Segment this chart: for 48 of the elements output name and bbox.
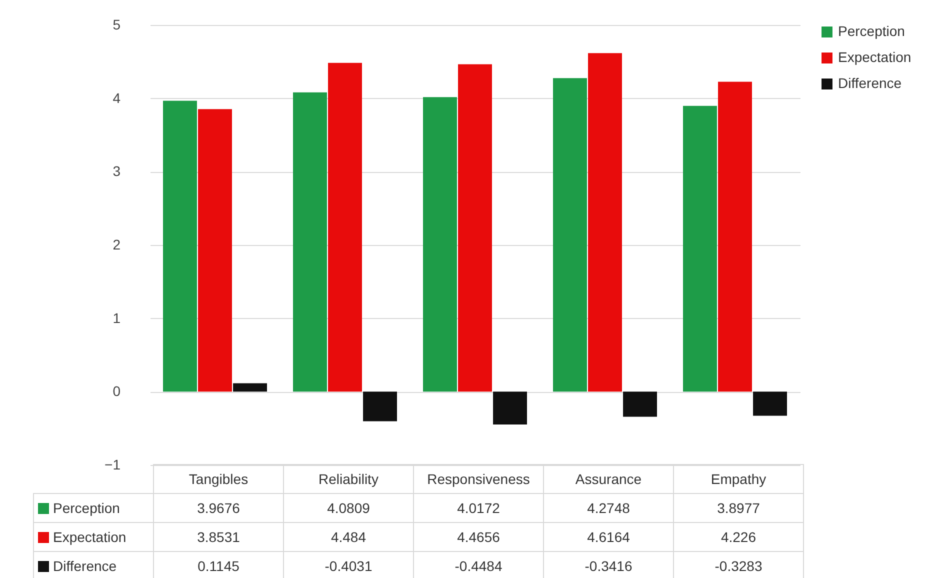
data-label: 3.9676 — [154, 494, 284, 522]
bar — [293, 92, 327, 392]
bar — [718, 82, 752, 392]
bar — [493, 392, 527, 425]
legend-label: Difference — [34, 552, 154, 578]
x-tick-label: Assurance — [544, 464, 674, 494]
bar — [363, 392, 397, 422]
data-label: 4.0172 — [414, 494, 544, 522]
x-tick-label: Responsiveness — [414, 464, 544, 494]
bar — [328, 62, 362, 392]
data-label: 3.8977 — [674, 494, 804, 522]
data-label: 4.6164 — [544, 522, 674, 552]
legend-label: Perception — [34, 494, 154, 522]
y-tick-label: 4 — [112, 90, 121, 106]
bar — [163, 100, 197, 392]
data-label: -0.3283 — [674, 552, 804, 578]
data-label: -0.4484 — [414, 552, 544, 578]
data-label: 3.8531 — [154, 522, 284, 552]
y-tick-label: 2 — [112, 236, 121, 252]
bar — [233, 383, 267, 392]
y-tick-label: −1 — [104, 456, 121, 472]
data-label: -0.3416 — [544, 552, 674, 578]
data-label: 4.2748 — [544, 494, 674, 522]
bar — [623, 392, 657, 417]
x-tick-label: Tangibles — [154, 464, 284, 494]
data-label: 4.0809 — [284, 494, 414, 522]
text: Perception — [838, 23, 905, 39]
x-tick-label: Reliability — [284, 464, 414, 494]
data-label: 4.484 — [284, 522, 414, 552]
y-tick-label: 1 — [112, 310, 121, 326]
bar — [588, 53, 622, 392]
y-tick-label: 5 — [112, 16, 121, 32]
bar — [683, 106, 717, 392]
data-label: 0.1145 — [154, 552, 284, 578]
y-tick-label: 3 — [112, 163, 121, 180]
data-label: -0.4031 — [284, 552, 414, 578]
text: Difference — [838, 75, 902, 91]
bar — [553, 78, 587, 392]
legend-label: Expectation — [838, 49, 912, 65]
data-label: 4.4656 — [414, 522, 544, 552]
bar — [423, 97, 457, 392]
text: Expectation — [53, 529, 126, 545]
x-tick-label: Empathy — [674, 464, 804, 494]
bar — [458, 64, 492, 392]
y-tick-label: 0 — [112, 383, 121, 400]
bar — [753, 392, 787, 416]
bar — [198, 109, 232, 392]
data-label: 4.226 — [674, 522, 804, 552]
